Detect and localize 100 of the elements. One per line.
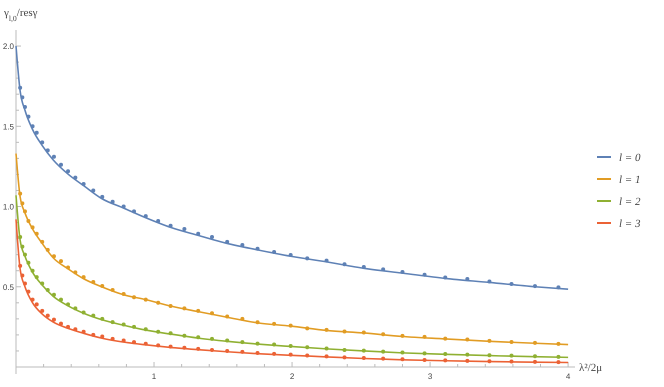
point	[30, 268, 35, 273]
legend-label: l = 3	[619, 218, 641, 230]
point	[465, 338, 470, 342]
point	[362, 348, 366, 353]
point	[66, 302, 70, 306]
point	[465, 358, 470, 363]
legend-label: l = 0	[619, 152, 641, 164]
point	[556, 342, 560, 346]
point	[210, 235, 214, 240]
point	[487, 353, 492, 358]
point	[144, 327, 148, 332]
point	[91, 332, 96, 337]
point	[66, 169, 70, 174]
point	[422, 334, 427, 339]
point	[381, 356, 386, 361]
point	[510, 354, 514, 358]
point	[324, 354, 329, 358]
point	[556, 354, 560, 359]
point	[22, 252, 27, 257]
point	[443, 336, 448, 341]
point	[182, 226, 186, 231]
point	[20, 274, 24, 278]
y-tick-label: 2.0	[2, 42, 15, 52]
point	[26, 260, 30, 265]
point	[487, 359, 492, 364]
point	[168, 304, 173, 308]
y-tick-label: 1.5	[2, 122, 15, 132]
point	[342, 330, 346, 334]
point	[66, 324, 70, 329]
point	[26, 218, 30, 223]
point	[34, 130, 39, 135]
point	[487, 279, 492, 284]
point	[443, 275, 448, 280]
y-axis-title: γ$_{l,0}$/resγ	[3, 7, 38, 22]
point	[110, 288, 115, 292]
point	[156, 300, 160, 305]
legend-label: l = 2	[619, 196, 641, 208]
point	[73, 176, 78, 180]
point	[225, 348, 230, 353]
point	[240, 340, 244, 344]
point	[510, 282, 514, 286]
point	[52, 154, 56, 159]
point	[465, 352, 470, 357]
point	[182, 346, 186, 350]
point	[342, 355, 346, 360]
point	[46, 148, 50, 152]
point	[20, 244, 24, 249]
x-tick-label: 2	[290, 372, 295, 381]
point	[305, 256, 310, 260]
point	[22, 209, 27, 214]
x-axis-title: λ²/2μ	[579, 362, 602, 374]
point	[34, 302, 39, 306]
point	[210, 311, 214, 316]
point	[196, 335, 200, 340]
point	[26, 114, 30, 119]
point	[144, 298, 148, 302]
point	[168, 331, 173, 336]
point	[132, 340, 136, 344]
point	[30, 124, 35, 128]
y-tick-label: 0.5	[2, 282, 15, 292]
point	[196, 308, 200, 313]
point	[110, 320, 115, 324]
point	[400, 350, 404, 355]
point	[20, 201, 24, 206]
point	[18, 86, 22, 90]
point	[40, 140, 44, 144]
point	[443, 352, 448, 356]
point	[288, 252, 293, 257]
point	[324, 328, 329, 332]
point	[18, 264, 22, 268]
point	[58, 259, 63, 264]
point	[100, 316, 104, 321]
point	[73, 327, 78, 332]
x-tick-label: 3	[428, 372, 433, 381]
point	[532, 340, 537, 345]
point	[34, 275, 39, 280]
point	[52, 254, 56, 258]
point	[510, 360, 514, 364]
point	[443, 358, 448, 362]
point	[362, 265, 366, 270]
point	[30, 298, 35, 302]
point	[288, 344, 293, 348]
point	[510, 340, 514, 344]
x-tick-label: 4	[566, 372, 571, 381]
point	[110, 200, 115, 204]
point	[305, 353, 310, 358]
point	[82, 330, 86, 334]
point	[422, 272, 427, 277]
point	[256, 246, 260, 251]
point	[305, 326, 310, 330]
point	[52, 292, 56, 297]
point	[225, 314, 230, 318]
point	[256, 342, 260, 346]
point	[532, 284, 537, 288]
point	[22, 282, 27, 286]
point	[82, 310, 86, 314]
point	[400, 334, 404, 338]
point	[342, 348, 346, 352]
point	[256, 320, 260, 324]
point	[46, 314, 50, 318]
